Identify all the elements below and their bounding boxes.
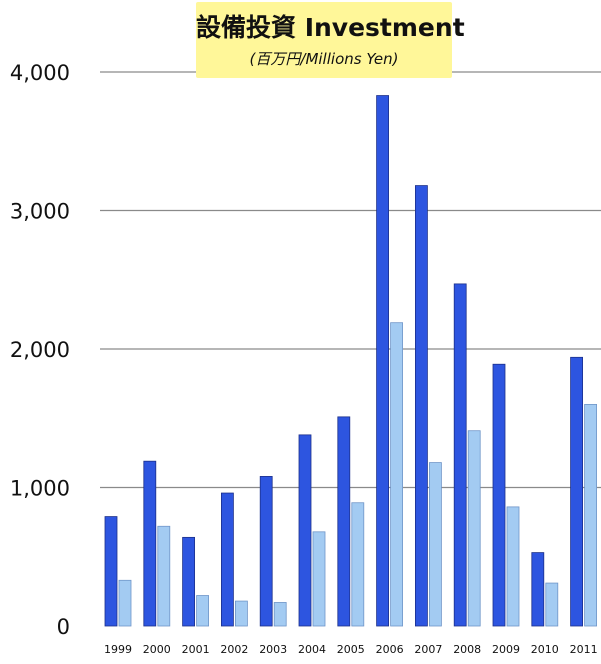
- bar-2009-series-2: [506, 506, 520, 627]
- x-tick-label: 2000: [143, 643, 171, 656]
- x-tick-label: 2011: [570, 643, 598, 656]
- x-tick-label: 2002: [220, 643, 248, 656]
- x-tick-label: 2005: [337, 643, 365, 656]
- bar-2002-series-2: [234, 600, 248, 627]
- x-tick-label: 2010: [531, 643, 559, 656]
- bar-2006-series-1: [376, 95, 390, 627]
- y-tick-label: 1,000: [10, 477, 70, 501]
- bar-2005-series-2: [351, 502, 365, 627]
- y-tick-label: 3,000: [10, 200, 70, 224]
- x-tick-label: 2004: [298, 643, 326, 656]
- bar-2001-series-1: [182, 536, 196, 627]
- bar-2009-series-1: [492, 363, 506, 627]
- bar-2007-series-2: [428, 462, 442, 627]
- y-tick-label: 0: [57, 615, 70, 639]
- x-tick-label: 2008: [453, 643, 481, 656]
- chart-title: 設備投資 Investment: [196, 13, 465, 42]
- bar-2001-series-2: [196, 595, 210, 627]
- bars: [104, 95, 597, 627]
- bar-2008-series-1: [453, 283, 467, 627]
- gridlines: [100, 71, 601, 489]
- y-tick-label: 4,000: [10, 61, 70, 85]
- bar-2006-series-2: [390, 322, 404, 627]
- bar-2010-series-2: [545, 582, 559, 627]
- chart-subtitle: (百万円/Millions Yen): [249, 50, 399, 68]
- bar-2004-series-1: [298, 434, 312, 627]
- bar-2010-series-1: [531, 552, 545, 627]
- bar-2005-series-1: [337, 416, 351, 627]
- x-tick-label: 2007: [414, 643, 442, 656]
- bar-1999-series-1: [104, 516, 118, 627]
- bar-2004-series-2: [312, 531, 326, 627]
- bar-2003-series-1: [259, 476, 273, 627]
- y-axis-tick-labels: 0 1,000 2,000 3,000 4,000: [10, 61, 70, 639]
- x-axis-tick-labels: 1999 2000 2001 2002 2003 2004 2005 2006 2007 2008…: [104, 643, 598, 656]
- bar-2011-series-1: [570, 356, 583, 627]
- bar-2007-series-1: [414, 185, 428, 627]
- bar-2011-series-2: [584, 403, 597, 627]
- x-tick-label: 1999: [104, 643, 132, 656]
- bar-2002-series-1: [220, 492, 234, 627]
- bar-2008-series-2: [467, 430, 481, 627]
- x-tick-label: 2009: [492, 643, 520, 656]
- bar-1999-series-2: [118, 579, 132, 627]
- bar-2000-series-1: [143, 460, 157, 627]
- bar-2003-series-2: [273, 602, 287, 627]
- x-tick-label: 2003: [259, 643, 287, 656]
- x-tick-label: 2006: [376, 643, 404, 656]
- bar-2000-series-2: [157, 525, 171, 627]
- chart-title-box: 設備投資 Investment (百万円/Millions Yen): [196, 2, 465, 78]
- x-tick-label: 2001: [182, 643, 210, 656]
- y-tick-label: 2,000: [10, 338, 70, 362]
